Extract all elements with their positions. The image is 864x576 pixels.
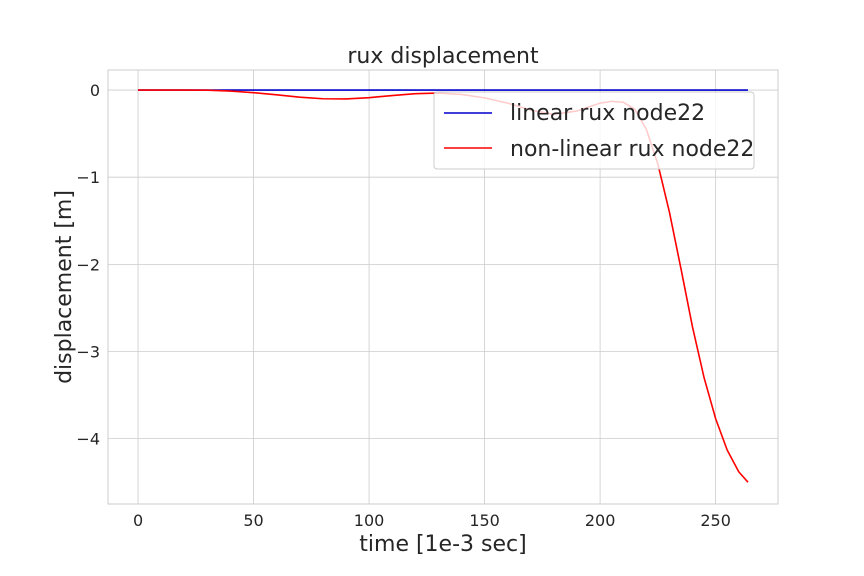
- x-tick-label: 250: [700, 511, 731, 530]
- y-tick-label: −2: [76, 255, 100, 274]
- x-axis-label: time [1e-3 sec]: [359, 532, 526, 557]
- y-tick-label: 0: [90, 81, 100, 100]
- legend-box: [433, 91, 755, 170]
- x-tick-label: 150: [469, 511, 500, 530]
- x-tick-label: 50: [243, 511, 263, 530]
- tick-layer: 0 50 100 150 200 250 0 −1 −2 −3 −4: [76, 81, 730, 530]
- legend-label-linear: linear rux node22: [510, 101, 705, 126]
- y-tick-label: −4: [76, 430, 100, 449]
- x-tick-label: 200: [585, 511, 616, 530]
- legend-label-nonlinear: non-linear rux node22: [510, 137, 754, 162]
- y-axis-label: displacement [m]: [52, 190, 77, 384]
- chart-title: rux displacement: [347, 44, 539, 69]
- legend: linear rux node22 non-linear rux node22: [433, 91, 755, 170]
- y-tick-label: −1: [76, 168, 100, 187]
- x-tick-label: 100: [354, 511, 385, 530]
- y-tick-label: −3: [76, 342, 100, 361]
- x-tick-label: 0: [133, 511, 143, 530]
